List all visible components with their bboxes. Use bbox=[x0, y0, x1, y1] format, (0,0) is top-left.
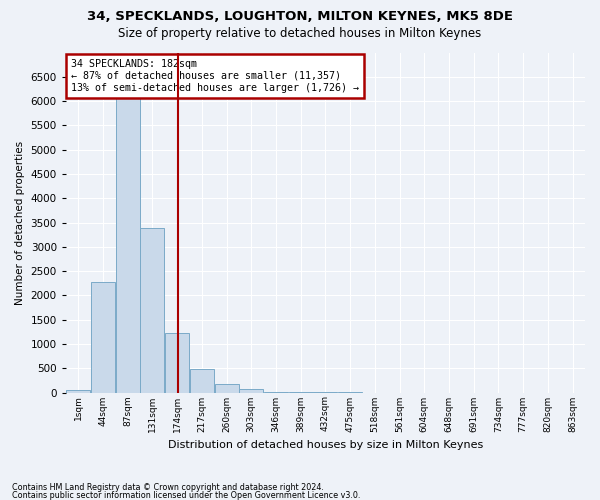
Text: 34 SPECKLANDS: 182sqm
← 87% of detached houses are smaller (11,357)
13% of semi-: 34 SPECKLANDS: 182sqm ← 87% of detached … bbox=[71, 60, 359, 92]
Bar bbox=[116, 78, 140, 392]
Bar bbox=[190, 370, 214, 392]
Text: Contains HM Land Registry data © Crown copyright and database right 2024.: Contains HM Land Registry data © Crown c… bbox=[12, 484, 324, 492]
Bar bbox=[165, 333, 189, 392]
Bar bbox=[140, 228, 164, 392]
X-axis label: Distribution of detached houses by size in Milton Keynes: Distribution of detached houses by size … bbox=[168, 440, 483, 450]
Bar bbox=[91, 282, 115, 393]
Text: 34, SPECKLANDS, LOUGHTON, MILTON KEYNES, MK5 8DE: 34, SPECKLANDS, LOUGHTON, MILTON KEYNES,… bbox=[87, 10, 513, 23]
Bar bbox=[66, 390, 90, 392]
Bar bbox=[239, 390, 263, 392]
Text: Size of property relative to detached houses in Milton Keynes: Size of property relative to detached ho… bbox=[118, 28, 482, 40]
Bar bbox=[215, 384, 239, 392]
Text: Contains public sector information licensed under the Open Government Licence v3: Contains public sector information licen… bbox=[12, 490, 361, 500]
Y-axis label: Number of detached properties: Number of detached properties bbox=[15, 140, 25, 304]
